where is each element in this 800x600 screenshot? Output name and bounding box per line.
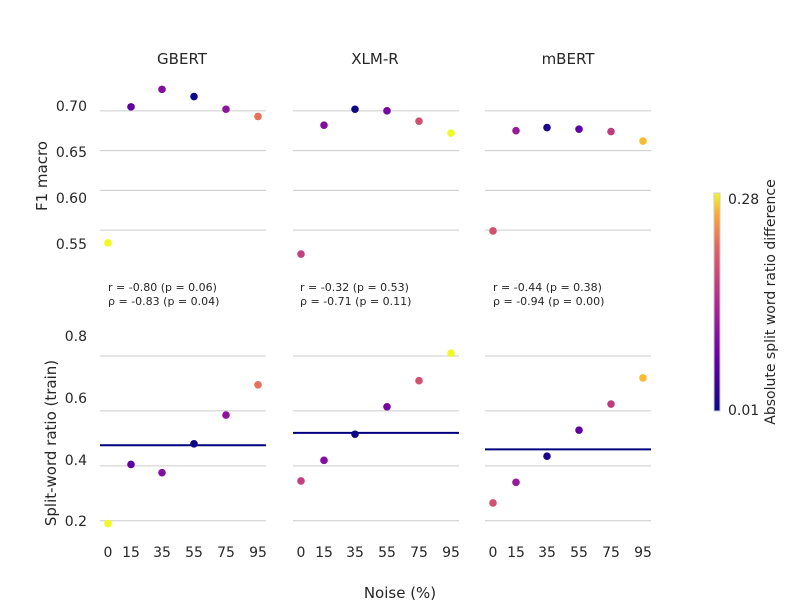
- f1-point: [222, 105, 230, 114]
- f1-point: [639, 137, 647, 145]
- x-tick-label: 75: [602, 545, 620, 561]
- top-ytick-label: 0.55: [56, 237, 87, 253]
- split-ratio-point: [639, 374, 647, 382]
- x-tick-label: 0: [104, 545, 113, 561]
- x-tick-label: 15: [122, 545, 140, 561]
- split-ratio-point: [575, 426, 583, 434]
- top-y-axis-label: F1 macro: [33, 141, 51, 211]
- x-tick-label: 35: [538, 545, 556, 561]
- split-ratio-point: [190, 440, 198, 448]
- annotation-xlmr-pearson: r = -0.32 (p = 0.53): [300, 281, 409, 294]
- top-ytick-label: 0.60: [56, 191, 87, 207]
- bottom-ytick-label: 0.2: [65, 514, 87, 530]
- split-ratio-point: [254, 381, 262, 389]
- split-ratio-point: [512, 478, 520, 487]
- chart-marks: 0 15 35 55 75 95 0 15 35 55 75 95 0 15 35 55 75 95: [100, 85, 652, 561]
- f1-point: [190, 92, 198, 101]
- x-tick-label: 0: [297, 545, 306, 561]
- colorbar-label: Absolute split word ratio difference: [763, 179, 779, 424]
- split-ratio-point: [158, 468, 166, 477]
- x-tick-label: 75: [217, 545, 235, 561]
- x-tick-label: 55: [570, 545, 588, 561]
- split-ratio-point: [351, 430, 359, 439]
- colorbar-max-label: 0.28: [728, 192, 759, 208]
- x-tick-label: 95: [634, 545, 652, 561]
- top-ytick-label: 0.65: [56, 145, 87, 161]
- x-tick-label: 55: [378, 545, 396, 561]
- annotation-gbert-spearman: ρ = -0.83 (p = 0.04): [108, 295, 219, 308]
- x-tick-label: 55: [185, 545, 203, 561]
- f1-point: [447, 129, 455, 137]
- f1-point: [320, 121, 328, 129]
- bottom-ytick-label: 0.6: [65, 391, 87, 407]
- annotation-gbert-pearson: r = -0.80 (p = 0.06): [108, 281, 217, 294]
- f1-point: [351, 105, 359, 114]
- split-ratio-point: [320, 456, 328, 465]
- annotation-mbert-spearman: ρ = -0.94 (p = 0.00): [493, 295, 604, 308]
- annotation-mbert-pearson: r = -0.44 (p = 0.38): [493, 281, 602, 294]
- x-tick-label: 75: [410, 545, 428, 561]
- f1-point: [383, 107, 391, 115]
- x-tick-label: 35: [153, 545, 171, 561]
- split-ratio-point: [543, 452, 551, 461]
- split-ratio-point: [607, 400, 615, 408]
- panel-title-gbert: GBERT: [157, 50, 208, 68]
- x-tick-label: 95: [249, 545, 267, 561]
- x-tick-label: 35: [346, 545, 364, 561]
- top-ytick-label: 0.70: [56, 99, 87, 115]
- split-ratio-point: [447, 349, 455, 358]
- f1-point: [575, 125, 583, 133]
- f1-point: [489, 227, 497, 235]
- f1-point: [607, 127, 615, 136]
- x-tick-label: 15: [315, 545, 333, 561]
- x-tick-label: 15: [507, 545, 525, 561]
- f1-point: [127, 103, 135, 111]
- colorbar: [713, 192, 721, 412]
- f1-point: [254, 112, 262, 121]
- bottom-ytick-label: 0.4: [65, 453, 87, 469]
- split-ratio-point: [489, 499, 497, 507]
- split-ratio-point: [104, 519, 112, 528]
- x-tick-label: 0: [489, 545, 498, 561]
- bottom-y-axis-label: Split-word ratio (train): [42, 360, 60, 526]
- f1-point: [297, 250, 305, 258]
- split-ratio-point: [222, 411, 230, 419]
- colorbar-min-label: 0.01: [728, 403, 759, 419]
- f1-point: [512, 126, 520, 135]
- x-axis-label: Noise (%): [364, 584, 436, 600]
- panel-title-mbert: mBERT: [542, 50, 596, 68]
- split-ratio-point: [127, 460, 135, 469]
- f1-point: [158, 85, 166, 94]
- split-ratio-point: [297, 477, 305, 485]
- split-ratio-point: [383, 402, 391, 411]
- panel-title-xlmr: XLM-R: [351, 50, 398, 68]
- split-ratio-point: [415, 376, 423, 385]
- bottom-ytick-label: 0.8: [65, 329, 87, 345]
- annotation-xlmr-spearman: ρ = -0.71 (p = 0.11): [300, 295, 411, 308]
- x-tick-label: 95: [442, 545, 460, 561]
- f1-point: [543, 123, 551, 132]
- f1-point: [415, 117, 423, 125]
- f1-point: [104, 239, 112, 247]
